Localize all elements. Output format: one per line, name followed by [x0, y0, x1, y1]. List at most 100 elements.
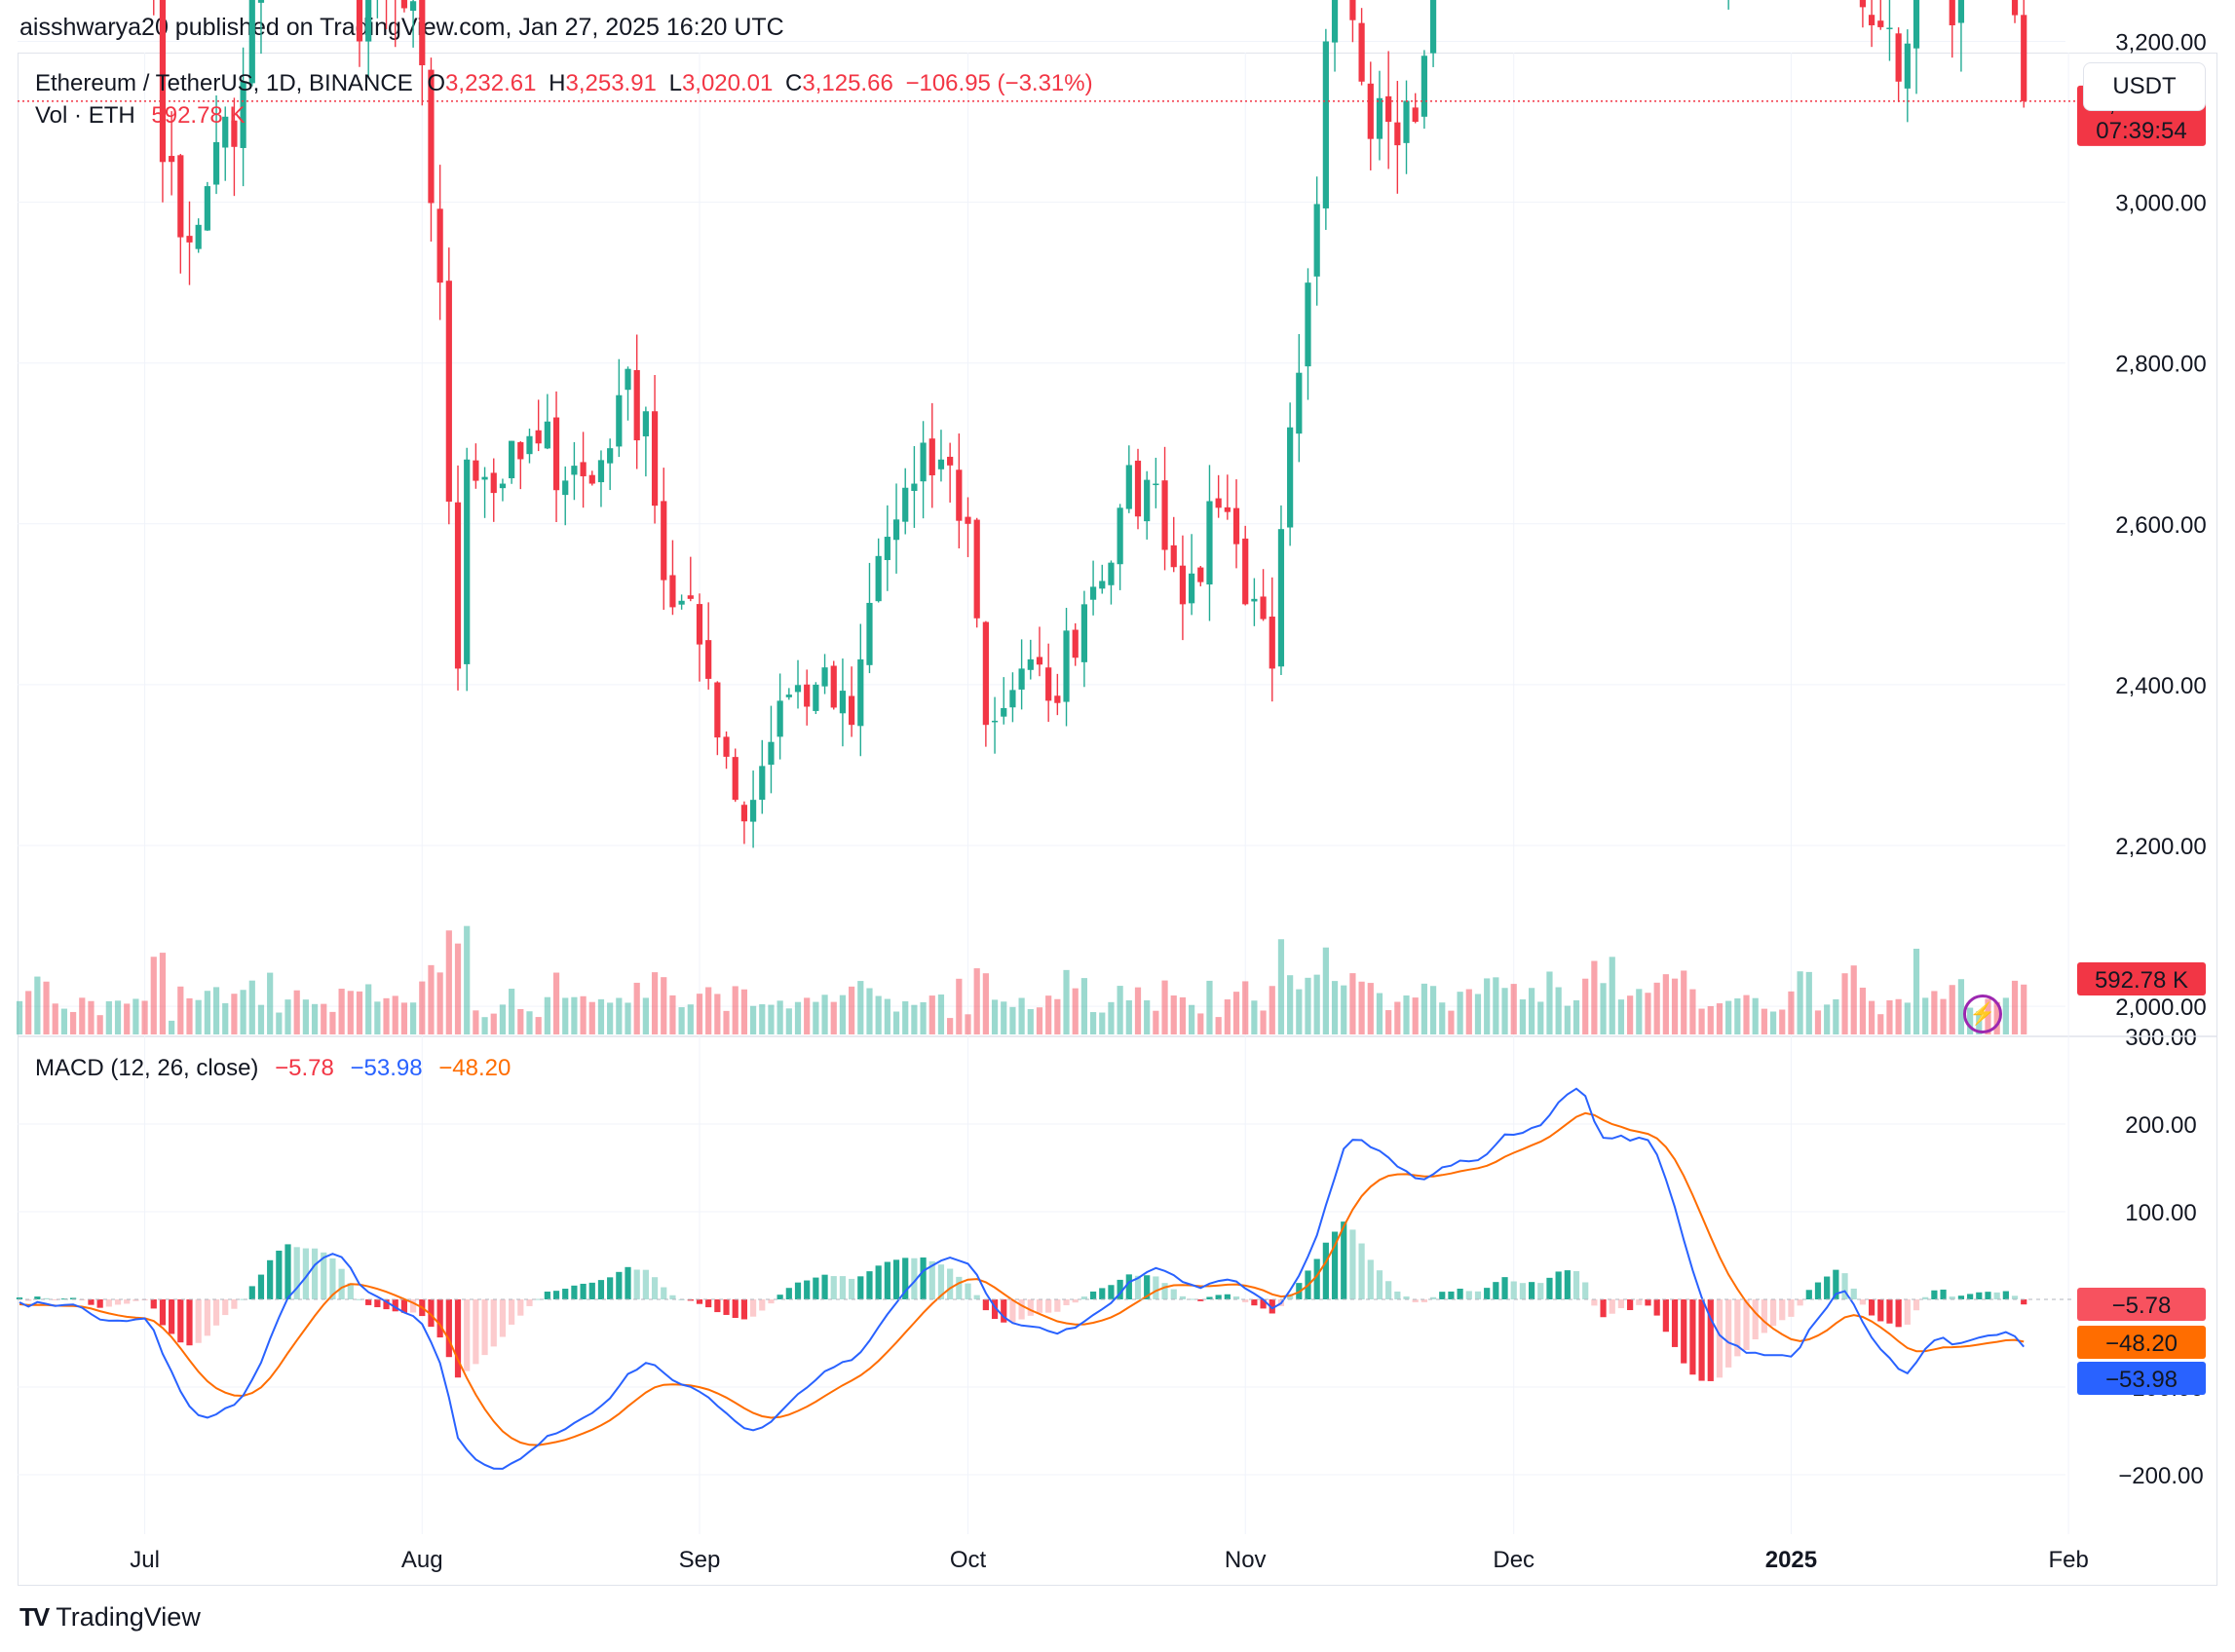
- macd-histogram-bar: [839, 1276, 847, 1299]
- volume-bar: [347, 991, 354, 1034]
- candle-body: [866, 602, 873, 665]
- macd-histogram-bar: [1484, 1288, 1491, 1299]
- volume-label[interactable]: Vol · ETH: [35, 102, 135, 129]
- macd-histogram-bar: [633, 1269, 640, 1299]
- macd-histogram-bar: [1600, 1299, 1607, 1318]
- macd-histogram-bar: [884, 1261, 890, 1299]
- candle-body: [642, 411, 649, 436]
- macd-histogram-bar: [580, 1283, 587, 1299]
- macd-histogram-bar: [1681, 1299, 1687, 1364]
- volume-bar: [1617, 999, 1625, 1034]
- volume-bar: [517, 1008, 524, 1034]
- candle-body: [535, 430, 542, 444]
- macd-histogram-bar: [1940, 1289, 1947, 1299]
- macd-histogram-bar: [150, 1299, 157, 1309]
- candle-body: [696, 604, 703, 645]
- candle-body: [1358, 22, 1365, 82]
- volume-bar: [1662, 974, 1669, 1034]
- volume-bar: [794, 1001, 802, 1034]
- candle-body: [651, 411, 659, 507]
- candle-body: [400, 0, 408, 9]
- macd-histogram-group: [16, 1221, 2027, 1381]
- candle-body: [830, 665, 837, 708]
- candle-body: [1313, 204, 1320, 277]
- candle-body: [1949, 0, 1955, 25]
- macd-histogram-bar: [1358, 1243, 1365, 1299]
- candle-body: [2021, 15, 2027, 101]
- volume-bar: [991, 999, 999, 1034]
- volume-bar: [642, 997, 649, 1034]
- macd-histogram-bar: [1967, 1294, 1974, 1299]
- volume-bar: [1144, 999, 1151, 1034]
- macd-histogram-bar: [1341, 1221, 1347, 1299]
- macd-histogram-bar: [1179, 1295, 1187, 1299]
- volume-bar: [884, 998, 890, 1034]
- volume-bar: [1609, 957, 1615, 1034]
- candle-body: [902, 487, 909, 522]
- volume-bar: [1537, 1001, 1544, 1034]
- volume-bar: [911, 1004, 918, 1034]
- symbol-title[interactable]: Ethereum / TetherUS, 1D, BINANCE: [35, 70, 413, 96]
- macd-histogram-bar: [1707, 1299, 1714, 1381]
- macd-histogram-bar: [1385, 1281, 1392, 1299]
- volume-bar: [1474, 994, 1482, 1034]
- candle-body: [1886, 27, 1893, 29]
- candle-body: [212, 141, 220, 185]
- volume-bar: [16, 1000, 23, 1034]
- candle-body: [1305, 282, 1311, 367]
- volume-bar: [1421, 983, 1427, 1034]
- candle-body: [571, 466, 578, 475]
- macd-histogram-bar: [1501, 1277, 1508, 1299]
- macd-histogram-bar: [875, 1265, 882, 1299]
- candle-body: [517, 441, 524, 460]
- volume-bar: [1080, 978, 1087, 1034]
- candle-body: [231, 120, 238, 147]
- close-value: 3,125.66: [802, 70, 893, 96]
- volume-bar: [830, 1001, 837, 1034]
- macd-histogram-bar: [428, 1299, 435, 1328]
- candle-body: [454, 502, 462, 669]
- macd-histogram-bar: [965, 1283, 971, 1299]
- macd-histogram-bar: [177, 1299, 184, 1343]
- open-value: 3,232.61: [445, 70, 537, 96]
- macd-histogram-bar: [849, 1278, 855, 1299]
- volume-bar: [965, 1014, 971, 1034]
- volume-bar: [257, 1004, 265, 1034]
- macd-histogram-bar: [60, 1298, 68, 1300]
- volume-bar: [1224, 999, 1231, 1034]
- macd-label[interactable]: MACD (12, 26, close): [35, 1055, 259, 1081]
- macd-histogram-bar: [1850, 1288, 1857, 1299]
- volume-bar: [454, 943, 462, 1034]
- volume-bar: [552, 972, 560, 1034]
- candle-body: [409, 1, 417, 12]
- volume-bar: [705, 987, 712, 1034]
- macd-histogram-bar: [1001, 1299, 1007, 1323]
- volume-badge-bg: [2077, 962, 2206, 995]
- volume-bar: [1001, 1001, 1007, 1034]
- candle-body: [794, 685, 802, 693]
- candle-body: [1403, 100, 1410, 143]
- candle-body: [1206, 501, 1213, 585]
- price-tick-label: 2,400.00: [2115, 673, 2206, 699]
- macd-histogram-bar: [1036, 1299, 1043, 1313]
- volume-bar: [1412, 997, 1419, 1034]
- volume-bar: [52, 1003, 58, 1034]
- volume-bar: [1805, 971, 1812, 1034]
- macd-histogram-bar: [248, 1286, 255, 1299]
- candle-body: [544, 421, 550, 449]
- tradingview-logo[interactable]: TV TradingView: [19, 1602, 201, 1633]
- volume-bar: [875, 995, 882, 1034]
- macd-histogram-bar: [1412, 1299, 1419, 1302]
- price-tick-label: 2,000.00: [2115, 995, 2206, 1021]
- lightning-icon[interactable]: ⚡: [1963, 995, 2002, 1033]
- volume-bar: [1743, 995, 1750, 1034]
- macd-histogram-bar: [1582, 1282, 1589, 1299]
- low-label: L: [668, 70, 682, 96]
- volume-bar: [1117, 986, 1123, 1034]
- currency-unit-button[interactable]: USDT: [2083, 62, 2206, 111]
- macd-histogram-bar: [544, 1291, 550, 1299]
- volume-bar: [1179, 996, 1187, 1034]
- volume-bar: [1681, 970, 1687, 1034]
- candle-body: [687, 595, 694, 599]
